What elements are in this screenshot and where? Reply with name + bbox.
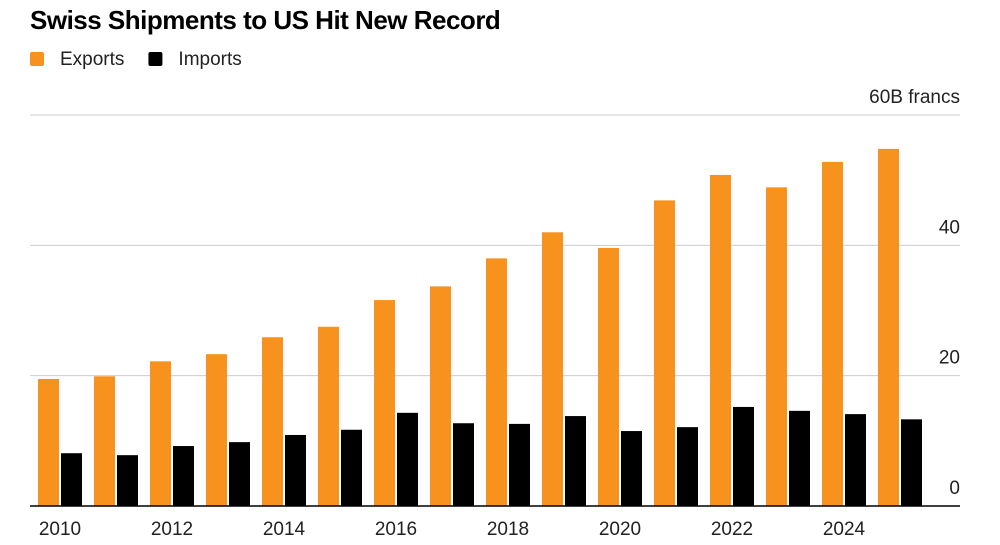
legend-label: Imports: [178, 49, 241, 70]
bar: [173, 446, 194, 506]
bar: [733, 406, 754, 506]
bar: [710, 174, 731, 506]
bar: [318, 326, 339, 506]
bar: [117, 455, 138, 506]
bar: [453, 423, 474, 506]
bar: [374, 300, 395, 506]
x-tick-label: 2010: [39, 519, 81, 540]
bar: [822, 161, 843, 507]
bar: [565, 416, 586, 506]
bar: [654, 200, 675, 506]
bar: [229, 442, 250, 506]
bar: [94, 376, 115, 506]
x-tick-label: 2022: [711, 519, 753, 540]
y-tick-label: 20: [939, 348, 960, 369]
x-tick-label: 2020: [599, 519, 641, 540]
bar: [285, 434, 306, 506]
bar: [486, 258, 507, 506]
x-tick-label: 2014: [263, 519, 306, 540]
y-tick-label: 40: [939, 217, 960, 238]
chart-title: Swiss Shipments to US Hit New Record: [30, 5, 500, 35]
bar: [901, 419, 922, 506]
bar: [845, 414, 866, 506]
x-tick-label: 2016: [375, 519, 417, 540]
bar: [509, 423, 530, 506]
bar: [598, 247, 619, 506]
x-tick-label: 2024: [823, 519, 866, 540]
bar: [542, 232, 563, 507]
bar: [766, 187, 787, 506]
bar: [38, 378, 59, 506]
bar: [341, 429, 362, 506]
bar: [150, 361, 171, 506]
x-tick-label: 2012: [151, 519, 193, 540]
legend-label: Exports: [60, 49, 124, 70]
bar: [397, 412, 418, 506]
bar: [206, 354, 227, 506]
bar: [789, 410, 810, 506]
x-tick-label: 2018: [487, 519, 529, 540]
y-tick-label: 60B francs: [869, 87, 960, 108]
bar: [430, 286, 451, 506]
legend-swatch: [30, 52, 44, 66]
bar: [878, 148, 899, 507]
bar: [621, 431, 642, 506]
legend-swatch: [148, 52, 163, 66]
bar: [61, 453, 82, 506]
y-tick-label: 0: [949, 478, 960, 499]
bar: [262, 337, 283, 506]
bar: [677, 427, 698, 506]
